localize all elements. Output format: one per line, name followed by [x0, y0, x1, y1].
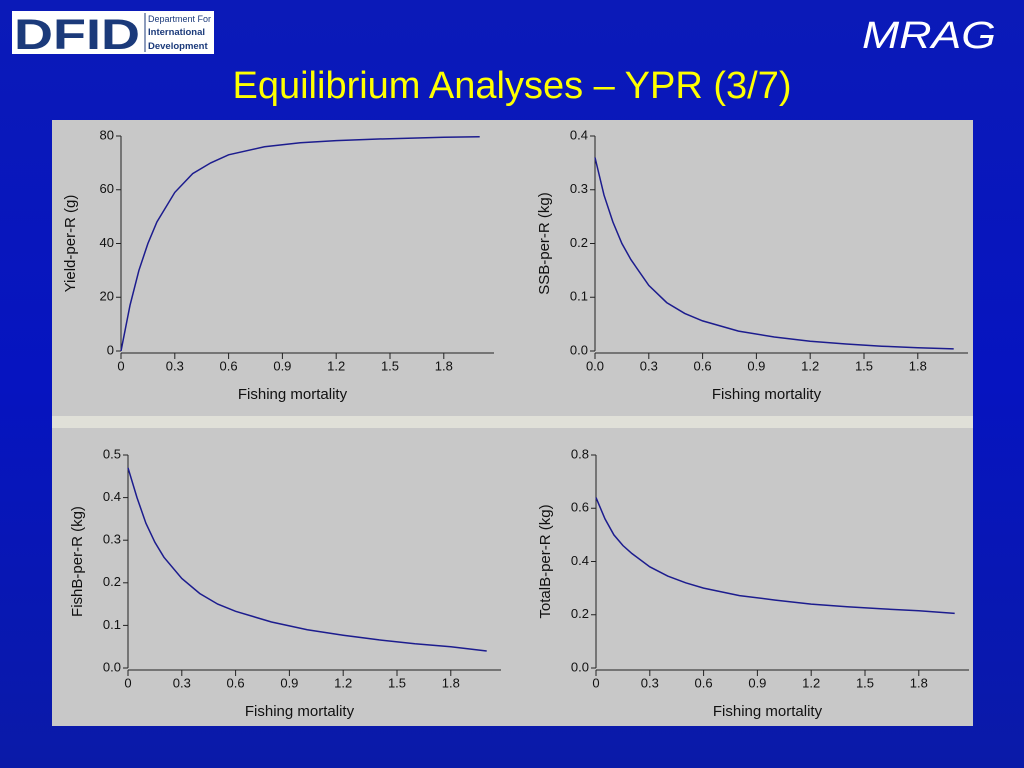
y-tick-label: 0.0: [570, 342, 588, 357]
x-tick-label: 1.5: [856, 675, 874, 690]
x-tick-label: 1.2: [327, 358, 345, 373]
logo-right: MRAG: [862, 15, 996, 57]
x-tick-label: 1.5: [388, 675, 406, 690]
y-tick-label: 0.0: [571, 659, 589, 674]
logo-left: DFID: [14, 11, 140, 59]
x-tick-label: 1.2: [334, 675, 352, 690]
y-tick-label: 0.4: [570, 127, 588, 142]
x-tick-label: 1.8: [442, 675, 460, 690]
data-line: [594, 157, 954, 350]
x-tick-label: 1.8: [909, 358, 927, 373]
logo-line: Department For: [148, 14, 211, 24]
x-tick-label: 0: [117, 358, 124, 373]
y-tick-label: 20: [100, 289, 114, 304]
y-tick-label: 0.4: [103, 489, 121, 504]
y-tick-label: 0.5: [103, 446, 121, 461]
panel-separator: [52, 416, 973, 428]
x-tick-label: 0.9: [748, 675, 766, 690]
x-tick-label: 1.5: [855, 358, 873, 373]
x-tick-label: 0.3: [640, 358, 658, 373]
y-tick-label: 0.6: [571, 500, 589, 515]
x-axis-title: Fishing mortality: [713, 703, 823, 720]
x-tick-label: 0.6: [694, 358, 712, 373]
x-tick-label: 0.3: [173, 675, 191, 690]
data-line: [595, 497, 955, 615]
x-tick-label: 1.2: [802, 675, 820, 690]
x-tick-label: 1.8: [910, 675, 928, 690]
slide-title: Equilibrium Analyses – YPR (3/7): [233, 65, 792, 107]
x-tick-label: 0.6: [695, 675, 713, 690]
y-tick-label: 0.8: [571, 446, 589, 461]
x-axis-title: Fishing mortality: [245, 703, 355, 720]
logo-box: [12, 11, 214, 54]
x-tick-label: 0.6: [220, 358, 238, 373]
logo-line: Development: [148, 41, 208, 52]
x-tick-label: 0.6: [227, 675, 245, 690]
x-tick-label: 0: [592, 675, 599, 690]
x-tick-label: 0: [124, 675, 131, 690]
y-tick-label: 0.0: [103, 659, 121, 674]
y-tick-label: 40: [100, 235, 114, 250]
y-tick-label: 0.2: [570, 235, 588, 250]
y-tick-label: 0.3: [570, 181, 588, 196]
x-tick-label: 1.8: [435, 358, 453, 373]
y-tick-label: 0.1: [103, 617, 121, 632]
x-tick-label: 1.2: [801, 358, 819, 373]
x-tick-label: 0.3: [641, 675, 659, 690]
x-tick-label: 0.3: [166, 358, 184, 373]
logo-line: International: [148, 27, 205, 38]
x-tick-label: 1.5: [381, 358, 399, 373]
data-line: [127, 467, 487, 652]
data-line: [120, 136, 480, 352]
y-tick-label: 0.3: [103, 532, 121, 547]
y-tick-label: 0.2: [103, 574, 121, 589]
y-tick-label: 80: [100, 127, 114, 142]
y-tick-label: 60: [100, 181, 114, 196]
x-tick-label: 0.9: [747, 358, 765, 373]
y-tick-label: 0.4: [571, 553, 589, 568]
x-axis-title: Fishing mortality: [712, 386, 822, 403]
y-axis-title: SSB-per-R (kg): [536, 192, 553, 295]
y-axis-title: Yield-per-R (g): [62, 195, 79, 293]
y-tick-label: 0: [107, 342, 114, 357]
y-axis-title: TotalB-per-R (kg): [537, 504, 554, 618]
x-axis-title: Fishing mortality: [238, 386, 348, 403]
x-tick-label: 0.0: [586, 358, 604, 373]
y-tick-label: 0.1: [570, 289, 588, 304]
x-tick-label: 0.9: [280, 675, 298, 690]
y-tick-label: 0.2: [571, 606, 589, 621]
x-tick-label: 0.9: [273, 358, 291, 373]
y-axis-title: FishB-per-R (kg): [69, 506, 86, 617]
